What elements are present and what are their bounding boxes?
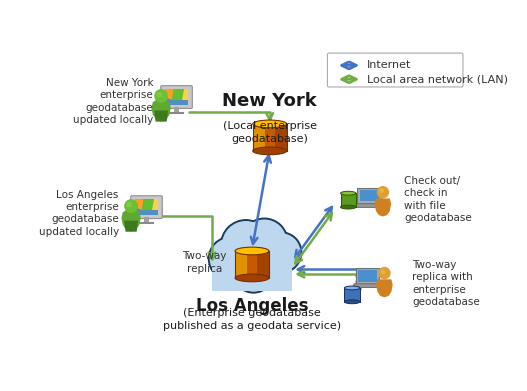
Circle shape bbox=[243, 220, 286, 263]
Circle shape bbox=[379, 188, 384, 193]
Circle shape bbox=[263, 234, 300, 271]
Circle shape bbox=[218, 254, 252, 288]
Text: Internet: Internet bbox=[367, 60, 411, 70]
Polygon shape bbox=[354, 204, 384, 207]
FancyBboxPatch shape bbox=[327, 53, 463, 87]
Polygon shape bbox=[172, 89, 184, 100]
Polygon shape bbox=[182, 89, 188, 100]
Bar bbox=[212, 274, 292, 291]
Text: Los Angeles
enterprise
geodatabase
updated locally: Los Angeles enterprise geodatabase updat… bbox=[38, 190, 119, 237]
Circle shape bbox=[235, 254, 272, 291]
Text: Two-way
replica with
enterprise
geodatabase: Two-way replica with enterprise geodatab… bbox=[412, 260, 480, 307]
Polygon shape bbox=[154, 111, 168, 122]
Text: Check out/
check in
with file
geodatabase: Check out/ check in with file geodatabas… bbox=[404, 176, 472, 223]
Polygon shape bbox=[152, 199, 158, 210]
Text: Local area network (LAN): Local area network (LAN) bbox=[367, 74, 508, 84]
Bar bbox=[358, 270, 377, 282]
Ellipse shape bbox=[235, 274, 269, 282]
Text: New York
enterprise
geodatabase
updated locally: New York enterprise geodatabase updated … bbox=[73, 78, 153, 125]
Circle shape bbox=[377, 186, 389, 199]
FancyBboxPatch shape bbox=[131, 196, 162, 219]
Bar bbox=[139, 222, 154, 224]
Polygon shape bbox=[340, 193, 356, 207]
Circle shape bbox=[221, 220, 271, 270]
Bar bbox=[135, 199, 158, 215]
Polygon shape bbox=[253, 124, 287, 151]
Polygon shape bbox=[257, 251, 269, 278]
Polygon shape bbox=[253, 124, 265, 151]
Polygon shape bbox=[151, 99, 171, 122]
Ellipse shape bbox=[344, 300, 360, 304]
Polygon shape bbox=[235, 251, 247, 278]
Ellipse shape bbox=[344, 286, 360, 290]
Polygon shape bbox=[142, 199, 154, 210]
Ellipse shape bbox=[235, 247, 269, 255]
Bar bbox=[143, 217, 150, 222]
Ellipse shape bbox=[253, 147, 287, 155]
Text: Two-way
replica: Two-way replica bbox=[182, 251, 227, 274]
Polygon shape bbox=[235, 251, 269, 278]
Bar bbox=[357, 188, 380, 204]
Circle shape bbox=[261, 232, 301, 273]
Circle shape bbox=[154, 89, 168, 103]
Circle shape bbox=[220, 256, 250, 286]
Polygon shape bbox=[353, 284, 382, 287]
Circle shape bbox=[223, 222, 269, 268]
FancyBboxPatch shape bbox=[161, 86, 192, 108]
Circle shape bbox=[210, 239, 250, 279]
Circle shape bbox=[255, 251, 289, 285]
Polygon shape bbox=[344, 288, 360, 302]
Circle shape bbox=[253, 249, 291, 287]
Text: (Enterprise geodatabase
published as a geodata service): (Enterprise geodatabase published as a g… bbox=[163, 308, 341, 331]
Polygon shape bbox=[165, 89, 173, 100]
Text: New York: New York bbox=[222, 92, 317, 110]
Polygon shape bbox=[121, 210, 141, 232]
Polygon shape bbox=[135, 199, 143, 210]
Circle shape bbox=[157, 92, 162, 97]
Circle shape bbox=[126, 202, 132, 208]
Circle shape bbox=[378, 267, 391, 279]
Polygon shape bbox=[376, 279, 393, 297]
Circle shape bbox=[380, 269, 385, 274]
Bar bbox=[169, 112, 184, 114]
Ellipse shape bbox=[253, 120, 287, 128]
Circle shape bbox=[209, 237, 252, 281]
Bar bbox=[173, 107, 180, 112]
Polygon shape bbox=[124, 221, 138, 232]
Circle shape bbox=[233, 252, 274, 293]
Bar bbox=[359, 190, 378, 201]
Ellipse shape bbox=[340, 205, 356, 209]
Circle shape bbox=[241, 218, 288, 265]
Polygon shape bbox=[275, 124, 287, 151]
Circle shape bbox=[124, 199, 138, 213]
Polygon shape bbox=[375, 199, 391, 217]
Bar bbox=[165, 89, 188, 105]
Bar bbox=[212, 265, 292, 286]
Text: (Local enterprise
geodatabase): (Local enterprise geodatabase) bbox=[223, 121, 317, 144]
Ellipse shape bbox=[340, 191, 356, 195]
Text: Los Angeles: Los Angeles bbox=[196, 297, 308, 315]
Bar bbox=[356, 268, 379, 284]
